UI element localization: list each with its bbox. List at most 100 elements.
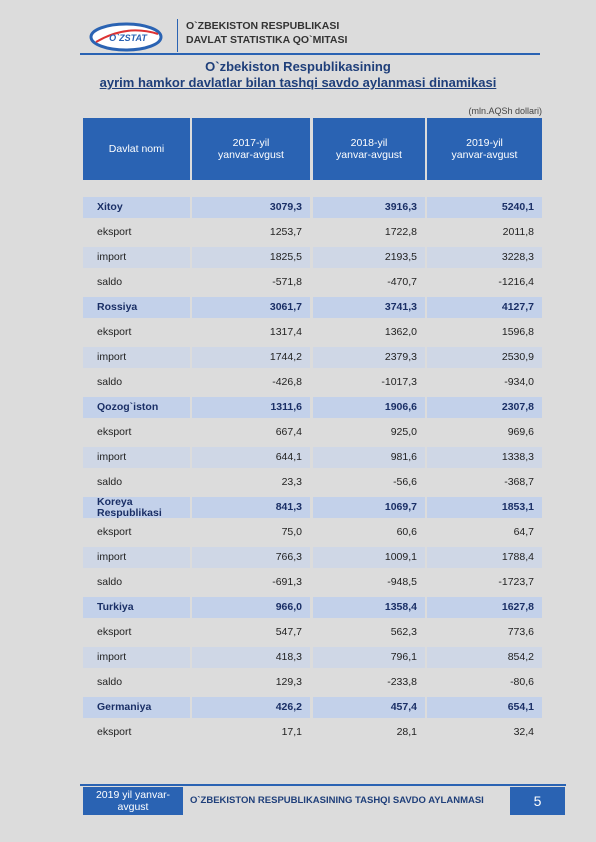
row-cell: import: [83, 547, 190, 568]
page-number: 5: [510, 787, 565, 815]
row-cell: -571,8: [272, 276, 302, 288]
country-cell: Xitoy: [83, 197, 190, 218]
row-cell: 2011,8: [502, 226, 534, 238]
country-cell: 426,2: [192, 697, 310, 718]
country-cell: 841,3: [192, 497, 310, 518]
header-text: Davlat nomi: [108, 143, 165, 155]
org-line1: O`ZBEKISTON RESPUBLIKASI: [186, 20, 340, 32]
footer-period: 2019 yil yanvar-avgust: [83, 787, 183, 815]
row-cell: 1722,8: [384, 226, 417, 238]
row-cell: 562,3: [390, 626, 417, 638]
row-cell: import: [83, 647, 190, 668]
row-cell: 60,6: [396, 526, 417, 538]
country-cell: 654,1: [427, 697, 542, 718]
row-cell: 773,6: [507, 626, 534, 638]
row-cell: eksport: [97, 426, 132, 438]
header-text: yanvar-avgust: [451, 149, 518, 161]
row-cell: -368,7: [504, 476, 534, 488]
country-cell: Rossiya: [83, 297, 190, 318]
country-cell: 1069,7: [313, 497, 425, 518]
row-cell: -426,8: [272, 376, 302, 388]
row-cell: 1596,8: [501, 326, 534, 338]
row-cell: -233,8: [387, 676, 417, 688]
country-cell: 4127,7: [427, 297, 542, 318]
row-cell: 17,1: [281, 726, 302, 738]
country-cell: 457,4: [313, 697, 425, 718]
row-cell: eksport: [97, 526, 132, 538]
row-cell: 796,1: [313, 647, 425, 668]
country-cell: 1627,8: [427, 597, 542, 618]
header-text: yanvar-avgust: [336, 149, 402, 161]
country-cell: 1853,1: [427, 497, 542, 518]
row-cell: saldo: [97, 276, 123, 288]
row-cell: eksport: [97, 726, 132, 738]
country-cell: 3061,7: [192, 297, 310, 318]
row-cell: 64,7: [513, 526, 534, 538]
row-cell: 2530,9: [427, 347, 542, 368]
row-cell: -470,7: [387, 276, 417, 288]
country-cell: 3741,3: [313, 297, 425, 318]
header-text: 2019-yil: [466, 137, 503, 149]
header-text: 2018-yil: [350, 137, 388, 149]
row-cell: import: [83, 447, 190, 468]
row-cell: saldo: [97, 676, 123, 688]
row-cell: 2193,5: [313, 247, 425, 268]
row-cell: saldo: [97, 576, 123, 588]
row-cell: 75,0: [281, 526, 302, 538]
country-cell: Koreya Respublikasi: [83, 496, 190, 518]
row-cell: saldo: [97, 376, 123, 388]
country-cell: Qozog`iston: [83, 397, 190, 418]
row-cell: -691,3: [272, 576, 302, 588]
logo: O`ZSTAT: [89, 22, 163, 52]
country-cell: Germaniya: [83, 697, 190, 718]
row-cell: 32,4: [513, 726, 534, 738]
row-cell: 925,0: [390, 426, 417, 438]
row-cell: 1338,3: [427, 447, 542, 468]
header-text: 2017-yil: [232, 137, 270, 149]
row-cell: saldo: [97, 476, 123, 488]
country-cell: 2307,8: [427, 397, 542, 418]
title-line2: ayrim hamkor davlatlar bilan tashqi savd…: [99, 75, 497, 90]
row-cell: -1216,4: [498, 276, 534, 288]
footer-title: O`ZBEKISTON RESPUBLIKASINING TASHQI SAVD…: [190, 795, 484, 806]
column-header: 2018-yil yanvar-avgust: [313, 118, 425, 180]
country-cell: 1906,6: [313, 397, 425, 418]
row-cell: import: [83, 347, 190, 368]
column-header: 2017-yil yanvar-avgust: [192, 118, 310, 180]
country-cell: 3079,3: [192, 197, 310, 218]
unit: (mln.AQSh dollari): [468, 106, 542, 116]
header-text: yanvar-avgust: [218, 149, 284, 161]
row-cell: 418,3: [192, 647, 310, 668]
country-cell: 3916,3: [313, 197, 425, 218]
country-cell: 1358,4: [313, 597, 425, 618]
row-cell: eksport: [97, 226, 132, 238]
country-cell: 5240,1: [427, 197, 542, 218]
row-cell: 28,1: [396, 726, 417, 738]
row-cell: 1788,4: [427, 547, 542, 568]
row-cell: 644,1: [192, 447, 310, 468]
row-cell: -1723,7: [498, 576, 534, 588]
row-cell: 854,2: [427, 647, 542, 668]
row-cell: 1825,5: [192, 247, 310, 268]
row-cell: eksport: [97, 326, 132, 338]
row-cell: 1744,2: [192, 347, 310, 368]
country-cell: 966,0: [192, 597, 310, 618]
row-cell: -56,6: [393, 476, 417, 488]
row-cell: -948,5: [387, 576, 417, 588]
row-cell: import: [83, 247, 190, 268]
row-cell: -934,0: [504, 376, 534, 388]
row-cell: 129,3: [275, 676, 302, 688]
row-cell: -80,6: [510, 676, 534, 688]
row-cell: 1317,4: [269, 326, 302, 338]
row-cell: eksport: [97, 626, 132, 638]
row-cell: 667,4: [275, 426, 302, 438]
row-cell: 1362,0: [384, 326, 417, 338]
row-cell: 969,6: [507, 426, 534, 438]
row-cell: 1009,1: [313, 547, 425, 568]
column-header: 2019-yil yanvar-avgust: [427, 118, 542, 180]
row-cell: 3228,3: [427, 247, 542, 268]
country-cell: Turkiya: [83, 597, 190, 618]
row-cell: 2379,3: [313, 347, 425, 368]
row-cell: 766,3: [192, 547, 310, 568]
